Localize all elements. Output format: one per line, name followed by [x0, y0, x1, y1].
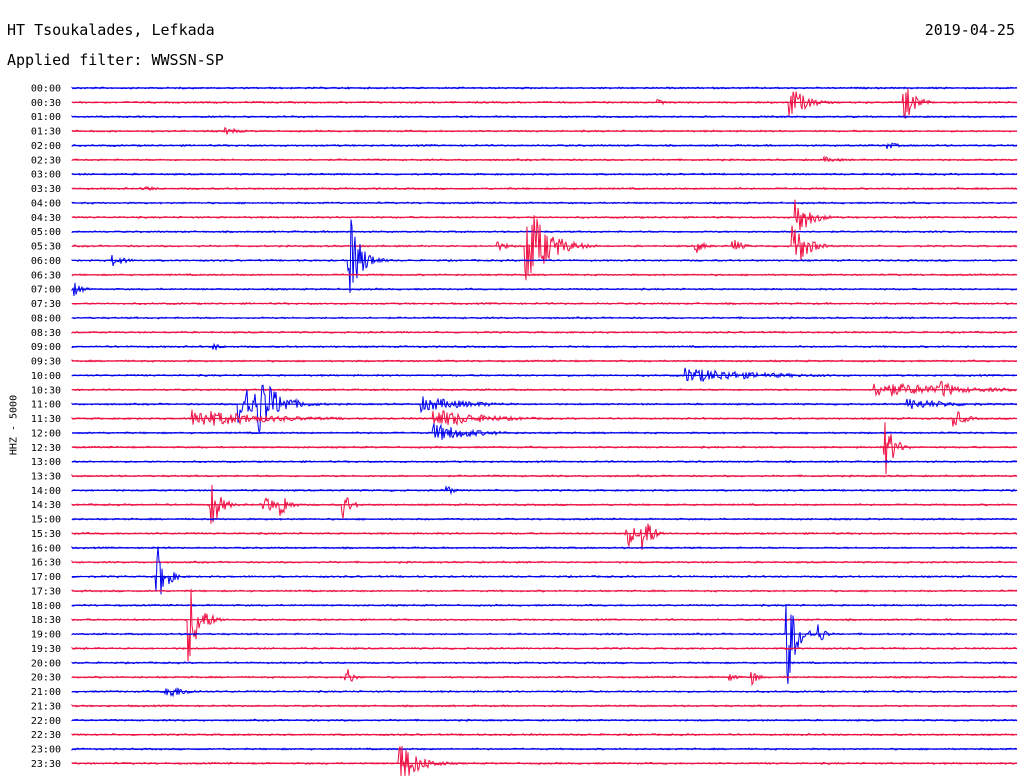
time-tick-label: 08:00: [31, 313, 61, 324]
trace-row-1530: [71, 523, 1018, 551]
time-tick-label: 17:00: [31, 572, 61, 583]
time-tick-label: 14:00: [31, 486, 61, 497]
time-tick-label: 07:00: [31, 285, 61, 296]
time-tick-label: 22:00: [31, 716, 61, 727]
trace-row-0530: [71, 215, 1018, 281]
time-tick-label: 19:30: [31, 644, 61, 655]
time-tick-label: 09:00: [31, 342, 61, 353]
time-tick-label: 00:30: [31, 98, 61, 109]
time-tick-label: 02:30: [31, 155, 61, 166]
trace-row-1700: [71, 546, 1018, 595]
time-tick-label: 04:30: [31, 213, 61, 224]
time-tick-label: 20:00: [31, 658, 61, 669]
time-ticks-group: 00:00 00:30 01:00 01:30 02:00 02:30 03:00 03:30…: [31, 84, 61, 770]
time-tick-label: 06:30: [31, 270, 61, 281]
time-tick-label: 14:30: [31, 500, 61, 511]
trace-row-2330: [71, 746, 1018, 777]
traces-group: [71, 86, 1018, 777]
time-tick-label: 11:00: [31, 400, 61, 411]
trace-row-1200: [71, 423, 1018, 440]
station-title: HT Tsoukalades, Lefkada: [7, 21, 215, 39]
time-tick-label: 15:00: [31, 515, 61, 526]
time-tick-label: 01:00: [31, 112, 61, 123]
trace-row-1830: [71, 588, 1018, 662]
time-tick-label: 03:30: [31, 184, 61, 195]
time-tick-label: 05:00: [31, 227, 61, 238]
time-tick-label: 23:30: [31, 759, 61, 770]
time-tick-label: 12:00: [31, 428, 61, 439]
trace-row-1900: [71, 603, 1018, 685]
time-tick-label: 13:00: [31, 457, 61, 468]
time-tick-label: 03:00: [31, 170, 61, 181]
trace-row-1000: [71, 367, 1017, 382]
time-tick-label: 05:30: [31, 242, 61, 253]
time-tick-label: 04:00: [31, 198, 61, 209]
time-tick-label: 02:00: [31, 141, 61, 152]
time-tick-label: 15:30: [31, 529, 61, 540]
time-tick-label: 18:00: [31, 601, 61, 612]
time-tick-label: 23:00: [31, 745, 61, 756]
time-tick-label: 08:30: [31, 328, 61, 339]
filter-label: Applied filter: WWSSN-SP: [7, 51, 224, 69]
trace-row-1430: [71, 484, 1018, 524]
time-tick-label: 16:30: [31, 558, 61, 569]
time-tick-label: 00:00: [31, 84, 61, 95]
trace-row-1030: [71, 380, 1018, 398]
time-tick-label: 09:30: [31, 357, 61, 368]
time-tick-label: 10:30: [31, 385, 61, 396]
time-tick-label: 18:30: [31, 615, 61, 626]
time-tick-label: 13:30: [31, 471, 61, 482]
record-date: 2019-04-25: [924, 21, 1015, 39]
time-tick-label: 20:30: [31, 673, 61, 684]
trace-row-0030: [71, 88, 1018, 120]
trace-row-0430: [71, 199, 1018, 231]
trace-row-1230: [71, 422, 1018, 475]
time-tick-label: 01:30: [31, 127, 61, 138]
time-tick-label: 16:00: [31, 543, 61, 554]
time-tick-label: 10:00: [31, 371, 61, 382]
time-tick-label: 21:00: [31, 687, 61, 698]
time-tick-label: 11:30: [31, 414, 61, 425]
time-tick-label: 07:30: [31, 299, 61, 310]
time-tick-label: 17:30: [31, 586, 61, 597]
time-tick-label: 12:30: [31, 443, 61, 454]
time-tick-label: 22:30: [31, 730, 61, 741]
time-tick-label: 21:30: [31, 701, 61, 712]
time-tick-label: 06:00: [31, 256, 61, 267]
time-tick-label: 19:00: [31, 630, 61, 641]
